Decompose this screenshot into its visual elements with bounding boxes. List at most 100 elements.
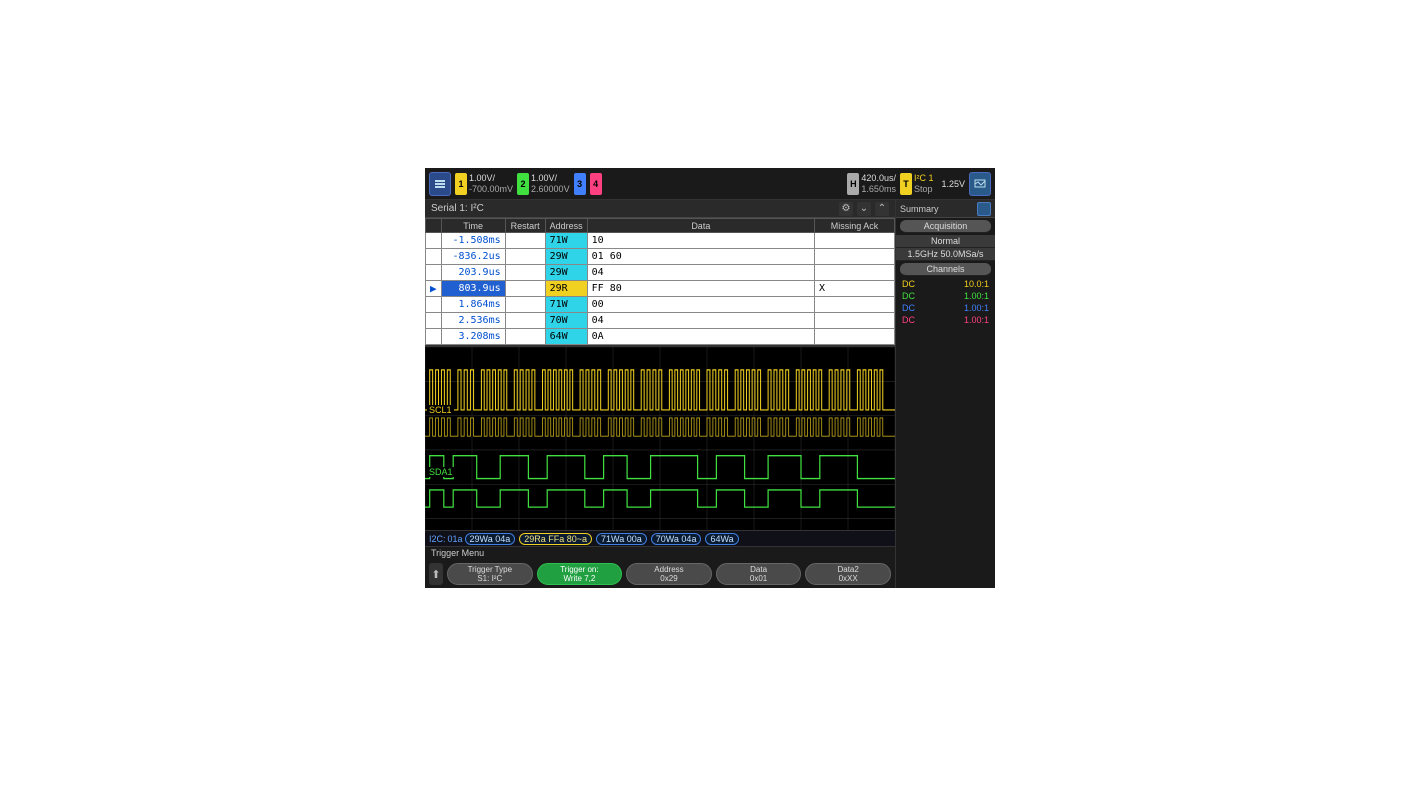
top-toolbar: 1 1.00V/ -700.00mV 2 1.00V/ 2.60000V 3 4…: [425, 168, 995, 200]
row-arrow: [426, 265, 442, 281]
channel-3-block[interactable]: 3: [574, 173, 586, 195]
decode-packet[interactable]: 71Wa 00a: [596, 533, 647, 545]
row-time: 2.536ms: [441, 313, 505, 329]
softkey-label: Data2: [837, 565, 858, 574]
row-address: 29W: [545, 265, 587, 281]
channel-1-badge: 1: [455, 173, 467, 195]
horizontal-badge: H: [847, 173, 859, 195]
col-arrow: [426, 219, 442, 233]
run-status: Stop: [914, 184, 934, 195]
row-address: 71W: [545, 233, 587, 249]
horizontal-delay: 1.650ms: [861, 184, 896, 195]
channel-2-offset: 2.60000V: [531, 184, 570, 195]
waveform-area[interactable]: SCL1 SDA1: [425, 345, 895, 530]
trigger-block[interactable]: T I²C 1 Stop 1.25V: [900, 173, 965, 195]
row-missing-ack: [815, 233, 895, 249]
trigger-menu-title: Trigger Menu: [425, 546, 895, 560]
serial-lister-table-wrap: Time Restart Address Data Missing Ack -1…: [425, 218, 895, 345]
row-missing-ack: [815, 313, 895, 329]
table-row[interactable]: -1.508ms71W10: [426, 233, 895, 249]
row-missing-ack: X: [815, 281, 895, 297]
softkey-value: S1: I²C: [477, 574, 502, 583]
back-icon[interactable]: ⬆: [429, 563, 443, 585]
row-address: 29W: [545, 249, 587, 265]
softkey[interactable]: Trigger on:Write 7,2: [537, 563, 623, 585]
horizontal-scale: 420.0us/: [861, 173, 896, 184]
decode-packet[interactable]: 29Wa 04a: [465, 533, 516, 545]
channel-ratio: 1.00:1: [964, 291, 989, 301]
channel-2-badge: 2: [517, 173, 529, 195]
row-arrow: [426, 249, 442, 265]
table-row[interactable]: 203.9us29W04: [426, 265, 895, 281]
row-missing-ack: [815, 249, 895, 265]
row-address: 71W: [545, 297, 587, 313]
channel-1-block[interactable]: 1 1.00V/ -700.00mV: [455, 173, 513, 195]
channel-coupling: DC: [902, 279, 915, 289]
row-restart: [505, 233, 545, 249]
row-arrow: [426, 233, 442, 249]
collapse-icon[interactable]: ⌄: [857, 202, 871, 216]
sda-label: SDA1: [427, 467, 455, 477]
col-restart: Restart: [505, 219, 545, 233]
row-time: -1.508ms: [441, 233, 505, 249]
row-data: 04: [587, 265, 814, 281]
gear-icon[interactable]: ⚙: [839, 202, 853, 216]
channels-header[interactable]: Channels: [900, 263, 991, 276]
channel-ratio: 10.0:1: [964, 279, 989, 289]
decode-packet[interactable]: 70Wa 04a: [651, 533, 702, 545]
row-address: 70W: [545, 313, 587, 329]
trigger-level: 1.25V: [941, 179, 965, 189]
menu-icon[interactable]: [429, 172, 451, 196]
softkey[interactable]: Data0x01: [716, 563, 802, 585]
table-row[interactable]: 2.536ms70W04: [426, 313, 895, 329]
channel-2-block[interactable]: 2 1.00V/ 2.60000V: [517, 173, 570, 195]
side-header: Summary: [896, 200, 995, 218]
col-missing-ack: Missing Ack: [815, 219, 895, 233]
table-header-row: Time Restart Address Data Missing Ack: [426, 219, 895, 233]
trigger-softkeys: ⬆ Trigger TypeS1: I²CTrigger on:Write 7,…: [425, 560, 895, 588]
row-arrow: ▶: [426, 281, 442, 297]
acquisition-rate: 1.5GHz 50.0MSa/s: [896, 248, 995, 261]
horizontal-block[interactable]: H 420.0us/ 1.650ms: [847, 173, 896, 195]
channel-3-badge: 3: [574, 173, 586, 195]
serial-title: Serial 1: I²C: [431, 203, 484, 214]
side-settings-icon[interactable]: [977, 202, 991, 216]
row-restart: [505, 297, 545, 313]
row-data: 00: [587, 297, 814, 313]
channel-coupling: DC: [902, 315, 915, 325]
table-row[interactable]: -836.2us29W01 60: [426, 249, 895, 265]
row-time: 3.208ms: [441, 329, 505, 345]
row-arrow: [426, 297, 442, 313]
row-missing-ack: [815, 297, 895, 313]
row-address: 29R: [545, 281, 587, 297]
serial-lister-table: Time Restart Address Data Missing Ack -1…: [425, 218, 895, 345]
softkey-label: Trigger on:: [560, 565, 598, 574]
channel-2-vdiv: 1.00V/: [531, 173, 570, 184]
table-row[interactable]: 3.208ms64W0A: [426, 329, 895, 345]
serial-lister-header: Serial 1: I²C ⚙ ⌄ ⌃: [425, 200, 895, 218]
expand-icon[interactable]: ⌃: [875, 202, 889, 216]
softkey[interactable]: Data20xXX: [805, 563, 891, 585]
decode-prefix: I2C:: [429, 534, 446, 544]
decode-packet[interactable]: 64Wa: [705, 533, 738, 545]
channel-ratio: 1.00:1: [964, 303, 989, 313]
row-missing-ack: [815, 265, 895, 281]
display-icon[interactable]: [969, 172, 991, 196]
table-row[interactable]: 1.864ms71W00: [426, 297, 895, 313]
trigger-source: I²C 1: [914, 173, 934, 184]
decode-lead: 01a: [448, 534, 463, 544]
table-row[interactable]: ▶803.9us29RFF 80X: [426, 281, 895, 297]
side-channel-row: DC1.00:1: [896, 302, 995, 314]
row-time: 803.9us: [441, 281, 505, 297]
decode-bar: I2C: 01a 29Wa 04a29Ra FFa 80~a 71Wa 00a 70…: [425, 530, 895, 546]
softkey-value: 0x01: [750, 574, 767, 583]
row-missing-ack: [815, 329, 895, 345]
softkey[interactable]: Address0x29: [626, 563, 712, 585]
softkey-value: 0xXX: [839, 574, 858, 583]
row-address: 64W: [545, 329, 587, 345]
acquisition-header[interactable]: Acquisition: [900, 220, 991, 233]
trigger-badge: T: [900, 173, 912, 195]
softkey[interactable]: Trigger TypeS1: I²C: [447, 563, 533, 585]
channel-4-block[interactable]: 4: [590, 173, 602, 195]
decode-packet[interactable]: 29Ra FFa 80~a: [519, 533, 592, 545]
